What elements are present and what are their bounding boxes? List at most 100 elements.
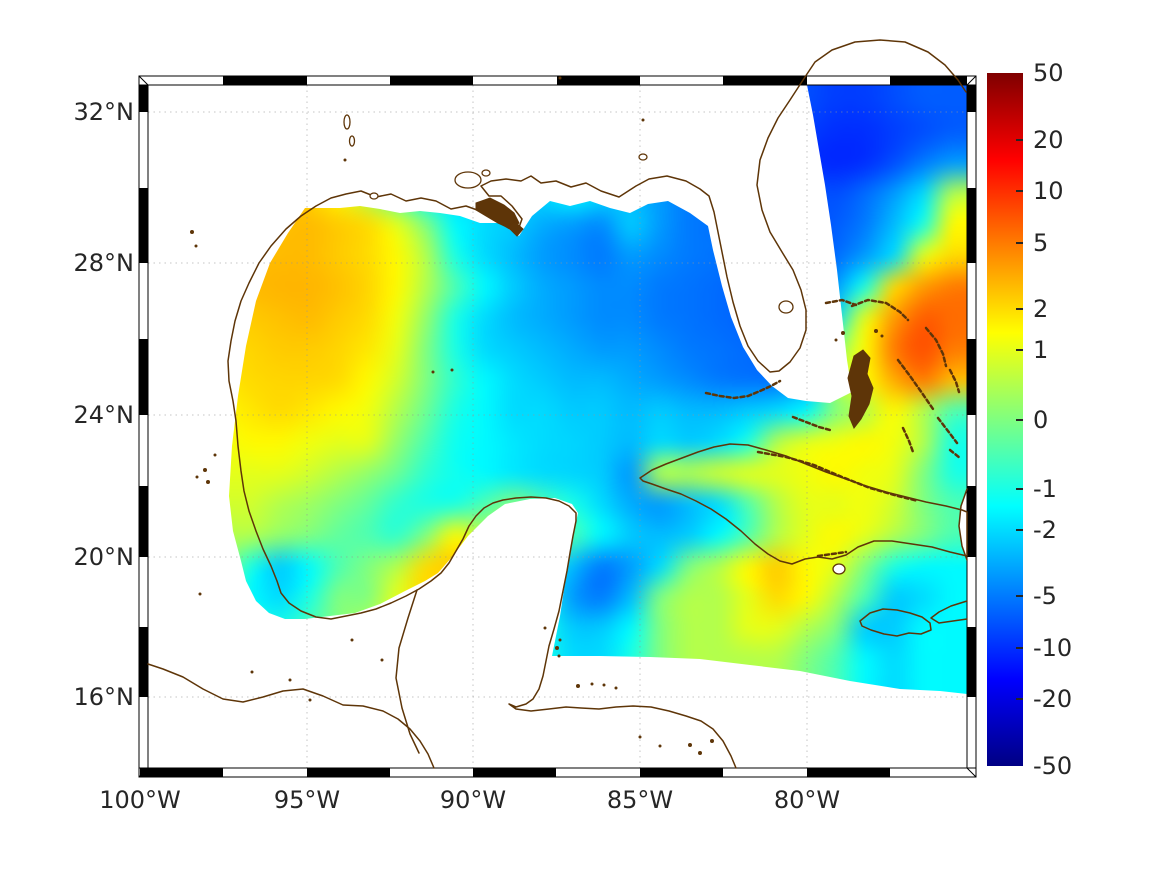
islet	[658, 744, 662, 748]
lat-tick-label: 24°N	[73, 401, 135, 429]
colorbar-tick-label: -5	[1033, 582, 1057, 611]
frame-segment	[139, 188, 148, 263]
coastline	[930, 600, 968, 624]
islet	[614, 686, 618, 690]
lon-tick-label: 100°W	[99, 786, 181, 814]
islet	[590, 682, 594, 686]
lon-tick-label: 80°W	[773, 786, 841, 814]
frame-segment	[890, 76, 967, 85]
coastline	[227, 39, 967, 769]
lat-tick-label: 28°N	[73, 249, 135, 277]
islet	[602, 683, 606, 687]
islet	[710, 739, 714, 743]
frame-segment	[967, 188, 976, 263]
islet	[343, 158, 347, 162]
frame-segment	[139, 85, 148, 112]
islet	[880, 334, 884, 338]
lake	[832, 563, 846, 575]
islet	[688, 743, 692, 747]
frame-segment	[473, 768, 556, 777]
islet	[641, 118, 645, 122]
colorbar-tick	[1016, 189, 1023, 192]
lon-tick-label: 90°W	[439, 786, 507, 814]
frame-segment	[807, 768, 890, 777]
coastline	[395, 589, 420, 754]
frame-bevel	[966, 767, 977, 778]
colorbar-tick-label: -50	[1033, 752, 1073, 780]
colorbar-tick-label: 0	[1033, 405, 1049, 434]
colorbar-tick	[1016, 307, 1023, 310]
lake	[778, 300, 794, 314]
frame-segment	[139, 486, 148, 557]
colorbar-tick	[1016, 529, 1023, 532]
coastline	[147, 663, 435, 769]
islet	[576, 684, 580, 688]
colorbar-tick	[1016, 241, 1023, 244]
frame-segment	[967, 486, 976, 557]
lake	[454, 171, 482, 189]
colorbar-tick-label: -2	[1033, 516, 1057, 545]
frame-segment	[307, 768, 390, 777]
island-chain	[791, 415, 832, 432]
lat-tick-label: 20°N	[73, 543, 135, 571]
islet	[380, 658, 384, 662]
frame-segment	[557, 76, 640, 85]
islet	[195, 475, 199, 479]
island-chain	[924, 326, 948, 368]
colorbar-tick-label: -1	[1033, 474, 1057, 503]
frame-bevel	[138, 75, 149, 86]
frame-segment	[140, 768, 223, 777]
frame-segment	[223, 76, 307, 85]
colorbar-tick	[1016, 349, 1023, 352]
island-chain	[824, 298, 858, 307]
islet	[308, 698, 312, 702]
islet	[834, 338, 838, 342]
colorbar-tick-label: -10	[1033, 634, 1073, 663]
island-chain	[896, 358, 935, 411]
island	[847, 349, 874, 429]
colorbar-tick	[1016, 138, 1023, 141]
colorbar-tick	[1016, 647, 1023, 650]
colorbar-tick-label: 50	[1033, 59, 1064, 87]
lat-tick-label: 32°N	[73, 98, 135, 126]
island-chain	[704, 379, 782, 400]
islet	[543, 626, 547, 630]
islet	[350, 638, 354, 642]
island-chain	[901, 426, 915, 454]
islet	[555, 646, 559, 650]
islet	[638, 735, 642, 739]
islet	[288, 678, 292, 682]
coastline	[859, 608, 932, 637]
island-chain	[948, 368, 961, 394]
islet	[206, 480, 210, 484]
islet	[557, 654, 561, 658]
colorbar-tick-label: 2	[1033, 294, 1049, 323]
island-chain	[936, 416, 959, 445]
colorbar-tick	[1016, 487, 1023, 490]
islet	[198, 592, 202, 596]
frame-band	[138, 767, 977, 778]
frame-bevel	[966, 75, 977, 86]
island-chain	[948, 448, 962, 460]
island-chain	[850, 298, 910, 322]
frame-bevel	[138, 767, 149, 778]
colorbar-tick	[1016, 698, 1023, 701]
lon-tick-label: 95°W	[273, 786, 341, 814]
islet	[450, 368, 454, 372]
lake	[638, 153, 648, 161]
islet	[874, 329, 878, 333]
frame-segment	[967, 85, 976, 112]
land-mask	[148, 85, 967, 768]
frame-segment	[723, 76, 807, 85]
islet	[698, 751, 702, 755]
island-chain	[756, 450, 920, 503]
colorbar-tick-label: -20	[1033, 685, 1073, 714]
lake	[369, 192, 379, 200]
islet	[190, 230, 194, 234]
colorbar-tick-label: 5	[1033, 228, 1049, 257]
lake	[481, 169, 491, 177]
islet	[203, 468, 207, 472]
colorbar-tick	[1016, 418, 1023, 421]
islet	[250, 670, 254, 674]
